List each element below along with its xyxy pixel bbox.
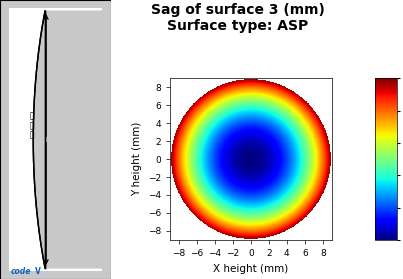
Text: Sag of surface 3 (mm)
Surface type: ASP: Sag of surface 3 (mm) Surface type: ASP bbox=[151, 3, 325, 33]
Text: V: V bbox=[35, 267, 42, 276]
X-axis label: X height (mm): X height (mm) bbox=[213, 264, 289, 273]
Bar bbox=[9, 8, 102, 271]
Polygon shape bbox=[33, 11, 102, 268]
Text: サ
グ
量: サ グ 量 bbox=[29, 111, 34, 140]
Y-axis label: Y height (mm): Y height (mm) bbox=[132, 122, 142, 196]
Text: code: code bbox=[11, 267, 31, 276]
